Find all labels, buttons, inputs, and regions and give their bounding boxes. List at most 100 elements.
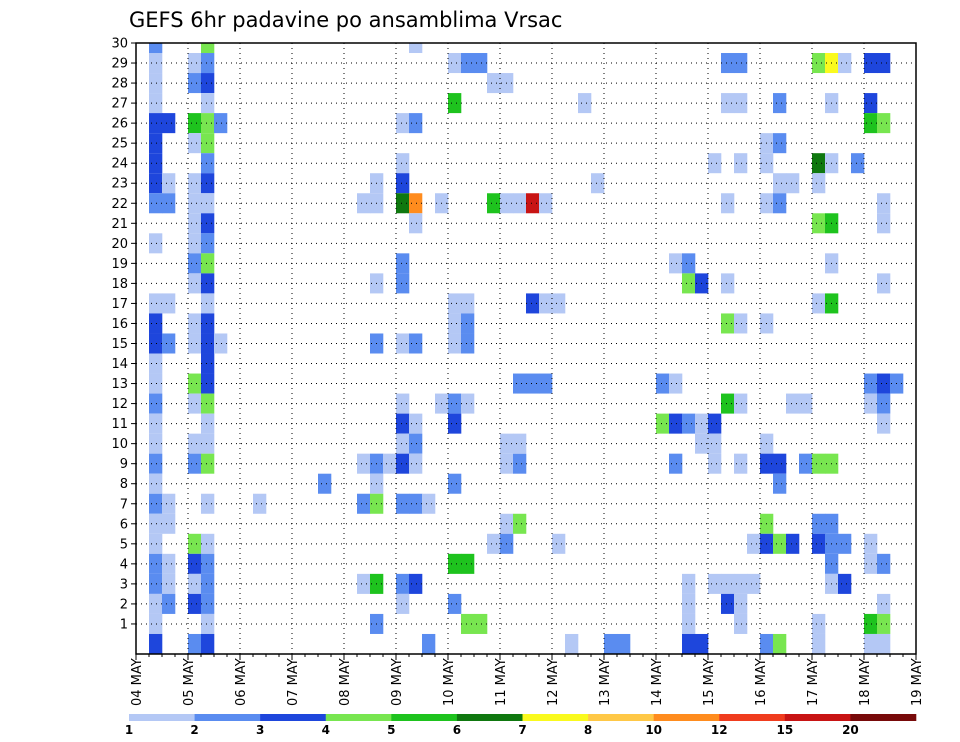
- precip-cell-m19-t4: [188, 253, 202, 274]
- precip-cell-m2-t4: [188, 593, 202, 614]
- precip-cell-m17-t31: [539, 293, 553, 314]
- precip-cell-m2-t5: [201, 593, 215, 614]
- precip-cell-m0-t42: [682, 633, 696, 654]
- precip-cell-m0-t43: [695, 633, 709, 654]
- y-tick-label: 20: [111, 237, 128, 252]
- precip-cell-m28-t4: [188, 73, 202, 94]
- x-tick-label: 04 MAY: [130, 658, 145, 706]
- precip-cell-m9-t4: [188, 453, 202, 474]
- precip-cell-m21-t52: [812, 213, 826, 234]
- colorbar-label: 6: [453, 723, 461, 737]
- colorbar-swatch: [456, 714, 523, 721]
- precip-cell-m3-t21: [409, 573, 423, 594]
- y-tick-label: 4: [120, 557, 128, 572]
- y-tick-label: 8: [120, 477, 128, 492]
- precip-cell-m12-t4: [188, 393, 202, 414]
- precip-cell-m22-t1: [149, 193, 163, 214]
- precip-cell-m2-t45: [721, 593, 735, 614]
- precip-cell-m15-t24: [448, 333, 462, 354]
- precip-cell-m28-t5: [201, 73, 215, 94]
- colorbar-swatch: [194, 714, 261, 721]
- x-tick-label: 15 MAY: [702, 658, 717, 706]
- y-tick-label: 14: [111, 357, 128, 372]
- precip-cell-m13-t1: [149, 373, 163, 394]
- precip-cell-m11-t42: [682, 413, 696, 434]
- precip-cell-m3-t17: [357, 573, 371, 594]
- y-tick-label: 19: [111, 257, 128, 272]
- colorbar-swatch: [325, 714, 392, 721]
- precip-cell-m10-t4: [188, 433, 202, 454]
- precip-cell-m26-t20: [396, 113, 410, 134]
- precip-cell-m11-t5: [201, 413, 215, 434]
- precip-cell-m20-t4: [188, 233, 202, 254]
- precip-cell-m26-t4: [188, 113, 202, 134]
- precip-cell-m2-t20: [396, 593, 410, 614]
- precip-cell-m4-t1: [149, 553, 163, 574]
- precip-cell-m5-t50: [786, 533, 800, 554]
- precip-cell-m2-t2: [162, 593, 176, 614]
- colorbar-label: 1: [125, 723, 133, 737]
- precip-cell-m11-t41: [669, 413, 683, 434]
- precip-cell-m0-t57: [877, 633, 891, 654]
- colorbar-swatch: [129, 714, 195, 721]
- precip-cell-m14-t1: [149, 353, 163, 374]
- precip-cell-m29-t56: [864, 53, 878, 74]
- x-tick-label: 11 MAY: [494, 658, 509, 706]
- precip-cell-m16-t5: [201, 313, 215, 334]
- precip-cell-m2-t1: [149, 593, 163, 614]
- precip-cell-m19-t41: [669, 253, 683, 274]
- precip-cell-m10-t44: [708, 433, 722, 454]
- precip-cell-m1-t26: [474, 613, 488, 634]
- precip-cell-m9-t19: [383, 453, 397, 474]
- y-tick-label: 24: [111, 157, 128, 172]
- precip-cell-m27-t49: [773, 93, 787, 114]
- precip-cell-m24-t52: [812, 153, 826, 174]
- precip-cell-m4-t4: [188, 553, 202, 574]
- x-tick-label: 18 MAY: [858, 658, 873, 706]
- x-tick-label: 14 MAY: [650, 658, 665, 706]
- precip-cell-m19-t20: [396, 253, 410, 274]
- precip-cell-m9-t44: [708, 453, 722, 474]
- precip-cell-m22-t17: [357, 193, 371, 214]
- precip-cell-m9-t49: [773, 453, 787, 474]
- precip-cell-m27-t46: [734, 93, 748, 114]
- precip-cell-m18-t57: [877, 273, 891, 294]
- precip-cell-m7-t22: [422, 493, 436, 514]
- y-tick-label: 5: [120, 537, 128, 552]
- precip-cell-m22-t21: [409, 193, 423, 214]
- plot-frame: [135, 42, 917, 655]
- precip-cell-m22-t31: [539, 193, 553, 214]
- precip-cell-m16-t45: [721, 313, 735, 334]
- precip-cell-m21-t4: [188, 213, 202, 234]
- precip-cell-m3-t46: [734, 573, 748, 594]
- precip-cell-m12-t5: [201, 393, 215, 414]
- precip-cell-m7-t1: [149, 493, 163, 514]
- y-tick-label: 10: [111, 437, 128, 452]
- x-tick-label: 05 MAY: [182, 658, 197, 706]
- precip-cell-m30-t5: [201, 43, 215, 54]
- precip-cell-m27-t56: [864, 93, 878, 114]
- precip-cell-m12-t45: [721, 393, 735, 414]
- precip-cell-m4-t56: [864, 553, 878, 574]
- precip-cell-m29-t1: [149, 53, 163, 74]
- precip-cell-m12-t56: [864, 393, 878, 414]
- precip-cell-m11-t44: [708, 413, 722, 434]
- colorbar-swatch: [719, 714, 786, 721]
- colorbar: 1 2 3 4 5 6 7 8 10 12 15 20: [125, 714, 917, 737]
- x-tick-label: 17 MAY: [806, 658, 821, 706]
- x-tick-label: 09 MAY: [390, 658, 405, 706]
- precip-cell-m19-t42: [682, 253, 696, 274]
- precip-cell-m27-t34: [578, 93, 592, 114]
- colorbar-swatch: [653, 714, 720, 721]
- precip-cell-m15-t2: [162, 333, 176, 354]
- precip-cell-m28-t1: [149, 73, 163, 94]
- x-tick-label: 10 MAY: [442, 658, 457, 706]
- precip-cell-m29-t57: [877, 53, 891, 74]
- precip-cell-m6-t2: [162, 513, 176, 534]
- precip-cell-m12-t46: [734, 393, 748, 414]
- precip-cell-m22-t30: [526, 193, 540, 214]
- precip-cell-m7-t9: [253, 493, 267, 514]
- precip-cell-m6-t52: [812, 513, 826, 534]
- precip-cell-m0-t22: [422, 633, 436, 654]
- colorbar-label: 8: [584, 723, 592, 737]
